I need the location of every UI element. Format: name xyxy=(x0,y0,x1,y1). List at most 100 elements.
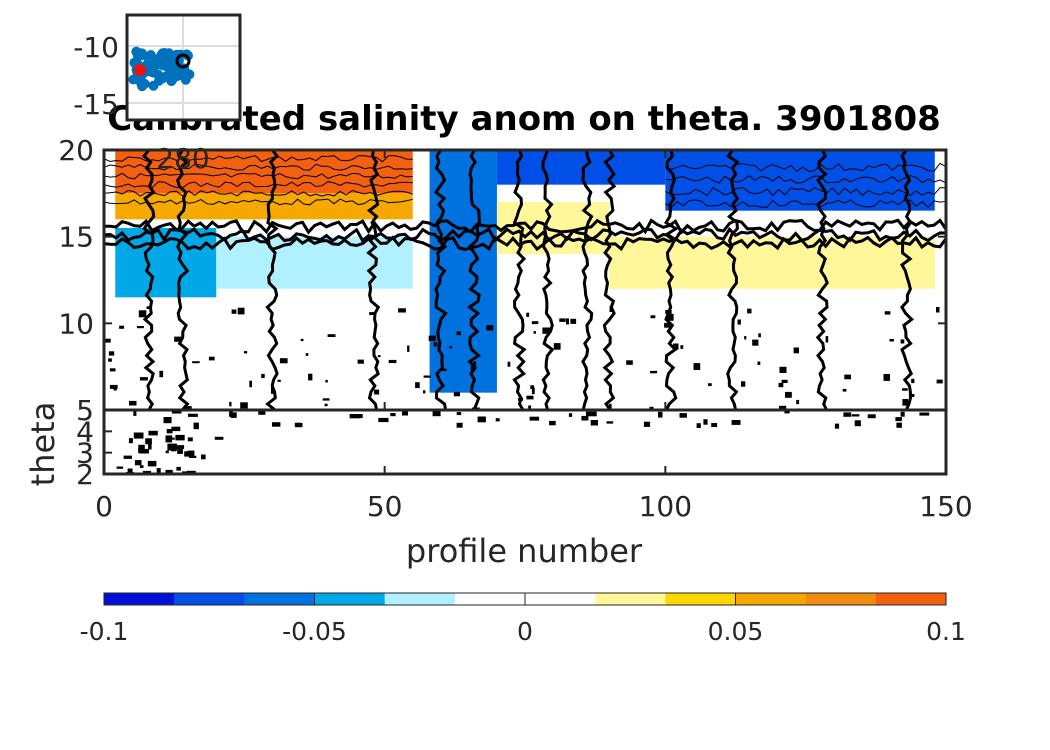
lower-contour-lines xyxy=(116,410,930,474)
track-point xyxy=(164,54,175,65)
contour-blob xyxy=(156,468,161,473)
contour-blob xyxy=(711,423,718,427)
colorbar-swatches xyxy=(104,593,947,605)
contour-blob xyxy=(166,429,173,434)
contour-blob xyxy=(649,406,654,410)
x-axis: 0 50 100 150 xyxy=(95,466,973,523)
contour-line xyxy=(104,189,413,197)
contour-blob xyxy=(533,331,536,334)
contour-blob xyxy=(230,412,237,418)
contour-blob xyxy=(388,359,397,364)
colorbar: -0.1 -0.05 0 0.05 0.1 xyxy=(80,592,966,646)
contour-blob xyxy=(272,422,281,427)
contour-blob xyxy=(415,382,420,389)
track-point xyxy=(148,67,159,78)
contour-line xyxy=(602,150,617,410)
contour-blob xyxy=(889,339,894,342)
contour-blob xyxy=(184,451,191,457)
contour-blob xyxy=(883,374,890,381)
contour-blob xyxy=(128,438,133,444)
lower-frame xyxy=(102,408,948,476)
contour-blob xyxy=(673,343,679,350)
contour-blob xyxy=(696,423,701,428)
contour-line xyxy=(665,175,946,184)
contour-blob xyxy=(851,414,860,417)
anomaly-region xyxy=(115,193,413,220)
lower-panel: 234 0 50 100 150 xyxy=(76,408,973,523)
contour-blob xyxy=(796,399,800,405)
contour-blob xyxy=(193,422,199,430)
contour-blob xyxy=(201,454,206,460)
contour-blob xyxy=(249,380,252,388)
contour-blob xyxy=(581,415,589,421)
contour-blob xyxy=(192,361,200,364)
contour-blob xyxy=(108,358,112,362)
contour-line xyxy=(433,150,448,410)
y-tick-label: 3 xyxy=(76,437,94,470)
contour-blob xyxy=(187,450,195,457)
contour-blob xyxy=(570,318,577,324)
contour-blob xyxy=(553,343,561,350)
anomaly-region xyxy=(553,323,890,410)
contour-blob xyxy=(609,306,613,312)
contour-blob xyxy=(187,470,196,474)
contour-blob xyxy=(456,412,462,416)
contour-line xyxy=(104,235,946,252)
contour-blob xyxy=(139,465,144,468)
contour-blob xyxy=(752,339,759,346)
contour-blob xyxy=(741,381,746,387)
contour-blob xyxy=(884,311,891,315)
contour-blob xyxy=(842,388,847,392)
anomaly-region xyxy=(216,236,413,289)
contour-blob xyxy=(159,370,164,378)
contour-blob xyxy=(148,442,152,450)
contour-blob xyxy=(679,413,687,418)
contour-blob xyxy=(104,338,111,343)
contour-blob xyxy=(896,422,902,428)
contour-blob xyxy=(432,411,441,417)
contour-line xyxy=(663,150,679,410)
contour-blob xyxy=(784,410,790,414)
contour-blob xyxy=(456,331,461,336)
contour-blob xyxy=(187,437,193,442)
contour-blob xyxy=(433,342,438,347)
contour-blob xyxy=(354,414,363,419)
contour-blob xyxy=(549,420,556,426)
colorbar-swatch xyxy=(244,593,315,605)
contour-blob xyxy=(145,438,152,445)
contour-blob xyxy=(133,432,144,439)
contour-blob xyxy=(327,334,336,337)
contour-blob xyxy=(146,306,150,310)
contour-blob xyxy=(133,410,137,416)
x-tick-label: 100 xyxy=(639,490,692,523)
contour-blob xyxy=(825,336,829,343)
contour-blob xyxy=(900,339,905,344)
contour-blob xyxy=(495,418,500,422)
inset-x-tick: 280 xyxy=(156,142,209,175)
x-axis-label: profile number xyxy=(406,532,643,570)
y-tick-label: 15 xyxy=(58,221,94,254)
contour-blob xyxy=(844,374,851,380)
contour-blob xyxy=(650,370,658,374)
contour-blob xyxy=(294,422,301,427)
contour-lines xyxy=(104,150,946,410)
contour-blob xyxy=(606,421,614,424)
contour-blob xyxy=(116,466,124,469)
contour-blob xyxy=(189,455,197,458)
contour-blob xyxy=(530,385,535,389)
contour-line xyxy=(726,150,740,410)
contour-blob xyxy=(142,470,152,474)
contour-blob xyxy=(854,420,861,427)
contour-blob xyxy=(113,388,117,391)
contour-blob xyxy=(108,351,115,356)
anomaly-region xyxy=(496,202,610,254)
contour-blob xyxy=(214,436,224,440)
contour-blob xyxy=(843,412,852,417)
contour-blob xyxy=(559,318,566,322)
contour-line xyxy=(104,198,413,206)
contour-blob xyxy=(911,378,915,384)
contour-blob xyxy=(167,437,175,440)
contour-blob xyxy=(279,358,288,364)
contour-blob xyxy=(134,460,142,466)
